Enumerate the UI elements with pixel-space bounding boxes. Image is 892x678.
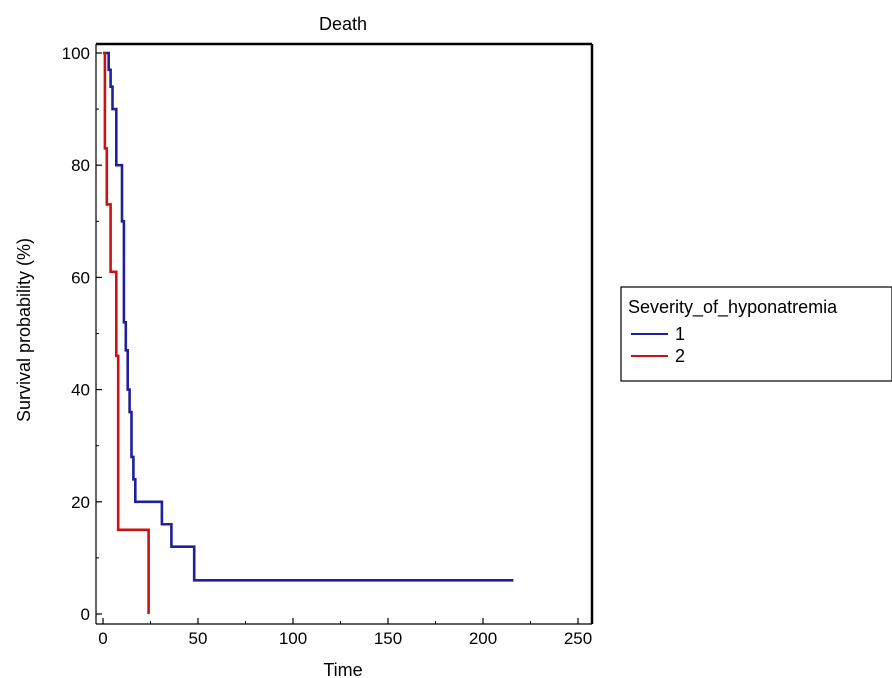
legend-title: Severity_of_hyponatremia bbox=[628, 297, 838, 318]
y-tick-label-40: 40 bbox=[71, 381, 90, 400]
x-tick-label-150: 150 bbox=[374, 629, 402, 648]
series-1-line bbox=[103, 51, 514, 582]
legend: Severity_of_hyponatremia 12 bbox=[620, 286, 892, 382]
y-axis: 0 20 40 60 80 100 bbox=[62, 44, 102, 624]
legend-label-1: 1 bbox=[675, 324, 685, 344]
y-tick-label-100: 100 bbox=[62, 44, 90, 63]
y-tick-label-60: 60 bbox=[71, 268, 90, 287]
y-tick-label-0: 0 bbox=[81, 605, 90, 624]
y-tick-label-20: 20 bbox=[71, 493, 90, 512]
series-2-line bbox=[103, 51, 150, 614]
x-tick-label-250: 250 bbox=[564, 629, 592, 648]
x-axis: 0 50 100 150 200 250 bbox=[98, 618, 592, 648]
chart-title: Death bbox=[319, 14, 367, 34]
x-tick-label-50: 50 bbox=[189, 629, 208, 648]
y-tick-label-80: 80 bbox=[71, 156, 90, 175]
y-axis-title: Survival probability (%) bbox=[14, 238, 34, 422]
x-tick-label-0: 0 bbox=[98, 629, 107, 648]
x-tick-label-200: 200 bbox=[469, 629, 497, 648]
series-layer bbox=[103, 51, 514, 614]
legend-label-2: 2 bbox=[675, 346, 685, 366]
x-axis-title: Time bbox=[323, 660, 362, 678]
x-tick-label-100: 100 bbox=[279, 629, 307, 648]
